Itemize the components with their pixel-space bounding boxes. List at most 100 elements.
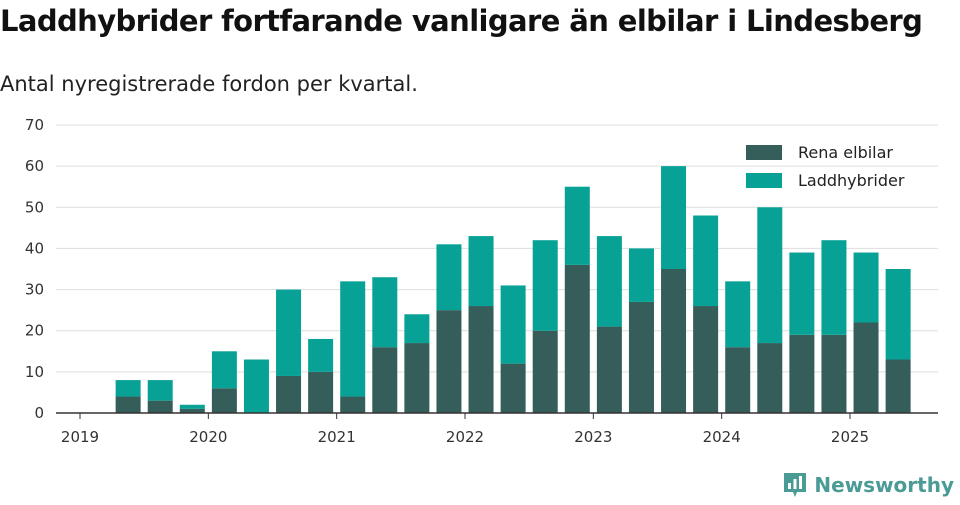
legend-label: Laddhybrider	[798, 171, 905, 190]
bar-stack[interactable]	[821, 240, 847, 413]
chart-title: Laddhybrider fortfarande vanligare än el…	[0, 4, 923, 38]
bar-laddhybrider[interactable]	[725, 281, 751, 348]
newsworthy-logo[interactable]: Newsworthy	[782, 471, 954, 499]
bar-laddhybrider[interactable]	[789, 252, 815, 335]
bar-stack[interactable]	[853, 252, 879, 413]
bar-stack[interactable]	[885, 269, 911, 413]
x-tick-label: 2021	[318, 428, 356, 446]
bar-stack[interactable]	[179, 404, 205, 413]
bar-rena-elbilar[interactable]	[693, 306, 719, 413]
x-tick-label: 2024	[703, 428, 741, 446]
bar-stack[interactable]	[564, 186, 590, 413]
bar-stack[interactable]	[340, 281, 366, 413]
bar-laddhybrider[interactable]	[821, 240, 847, 335]
bar-stack[interactable]	[628, 248, 654, 413]
grid-lines: 0 10 20 30 40 50 60 70	[25, 116, 938, 422]
y-tick-label: 0	[34, 404, 44, 422]
y-tick-label: 50	[25, 198, 44, 216]
bar-laddhybrider[interactable]	[468, 236, 494, 307]
bar-stack[interactable]	[308, 338, 334, 413]
bar-laddhybrider[interactable]	[147, 380, 173, 401]
bar-rena-elbilar[interactable]	[211, 388, 237, 413]
bar-rena-elbilar[interactable]	[372, 347, 398, 413]
bar-rena-elbilar[interactable]	[596, 326, 622, 413]
brand-name: Newsworthy	[814, 473, 954, 497]
bar-laddhybrider[interactable]	[853, 252, 879, 323]
x-tick-label: 2019	[61, 428, 99, 446]
legend-item-laddhybrider[interactable]: Laddhybrider	[746, 171, 905, 190]
bar-laddhybrider[interactable]	[885, 269, 911, 360]
bar-stack[interactable]	[115, 380, 141, 413]
bar-rena-elbilar[interactable]	[147, 400, 173, 413]
legend-swatch	[746, 173, 782, 188]
y-tick-label: 10	[25, 363, 44, 381]
x-axis: 2019 2020 2021 2022 2023 2024 2025	[56, 412, 938, 446]
bar-stack[interactable]	[693, 215, 719, 413]
bar-rena-elbilar[interactable]	[115, 396, 141, 413]
bar-rena-elbilar[interactable]	[564, 264, 590, 413]
bar-stack[interactable]	[789, 252, 815, 413]
bar-stack[interactable]	[500, 285, 526, 413]
bar-laddhybrider[interactable]	[243, 359, 269, 413]
bar-rena-elbilar[interactable]	[436, 310, 462, 413]
bar-rena-elbilar[interactable]	[821, 334, 847, 413]
bar-laddhybrider[interactable]	[564, 186, 590, 265]
bar-laddhybrider[interactable]	[693, 215, 719, 307]
bar-rena-elbilar[interactable]	[532, 330, 558, 413]
bar-rena-elbilar[interactable]	[628, 301, 654, 413]
bar-laddhybrider[interactable]	[211, 351, 237, 389]
bar-laddhybrider[interactable]	[757, 207, 783, 344]
x-tick-label: 2022	[446, 428, 484, 446]
bar-laddhybrider[interactable]	[596, 236, 622, 327]
y-tick-label: 40	[25, 239, 44, 257]
bar-stack[interactable]	[468, 236, 494, 413]
bar-rena-elbilar[interactable]	[725, 347, 751, 413]
y-tick-label: 70	[25, 116, 44, 134]
bar-laddhybrider[interactable]	[340, 281, 366, 397]
bar-stack[interactable]	[276, 289, 302, 413]
bar-rena-elbilar[interactable]	[468, 306, 494, 413]
bar-laddhybrider[interactable]	[404, 314, 430, 344]
bar-rena-elbilar[interactable]	[308, 371, 334, 413]
bar-stack[interactable]	[757, 207, 783, 413]
bar-rena-elbilar[interactable]	[340, 396, 366, 413]
bar-rena-elbilar[interactable]	[500, 363, 526, 413]
bar-laddhybrider[interactable]	[500, 285, 526, 364]
bar-laddhybrider[interactable]	[179, 404, 205, 409]
bar-rena-elbilar[interactable]	[179, 408, 205, 413]
bar-rena-elbilar[interactable]	[853, 322, 879, 413]
bar-rena-elbilar[interactable]	[276, 375, 302, 413]
bar-stack[interactable]	[596, 236, 622, 413]
bar-stack[interactable]	[211, 351, 237, 413]
bar-laddhybrider[interactable]	[532, 240, 558, 331]
y-tick-label: 30	[25, 281, 44, 299]
bar-stack[interactable]	[436, 244, 462, 413]
legend-swatch	[746, 145, 782, 160]
bar-rena-elbilar[interactable]	[757, 343, 783, 413]
chart-subtitle: Antal nyregistrerade fordon per kvartal.	[0, 72, 418, 96]
bar-stack[interactable]	[725, 281, 751, 413]
bar-stack[interactable]	[372, 277, 398, 413]
bar-stack[interactable]	[404, 314, 430, 413]
bar-laddhybrider[interactable]	[661, 166, 687, 269]
bar-laddhybrider[interactable]	[372, 277, 398, 348]
bar-stack[interactable]	[532, 240, 558, 413]
bar-laddhybrider[interactable]	[308, 338, 334, 372]
bar-rena-elbilar[interactable]	[789, 334, 815, 413]
bar-laddhybrider[interactable]	[436, 244, 462, 311]
bar-laddhybrider[interactable]	[115, 380, 141, 397]
bar-rena-elbilar[interactable]	[661, 269, 687, 413]
x-tick-label: 2025	[831, 428, 869, 446]
bar-stack[interactable]	[147, 380, 173, 413]
bar-rena-elbilar[interactable]	[885, 359, 911, 413]
bar-stack[interactable]	[243, 359, 269, 413]
y-tick-label: 60	[25, 157, 44, 175]
x-tick-label: 2020	[189, 428, 227, 446]
bar-rena-elbilar[interactable]	[404, 343, 430, 413]
bar-stack[interactable]	[661, 166, 687, 413]
bar-laddhybrider[interactable]	[628, 248, 654, 302]
bar-laddhybrider[interactable]	[276, 289, 302, 376]
y-tick-label: 20	[25, 322, 44, 340]
legend-item-rena-elbilar[interactable]: Rena elbilar	[746, 143, 893, 162]
